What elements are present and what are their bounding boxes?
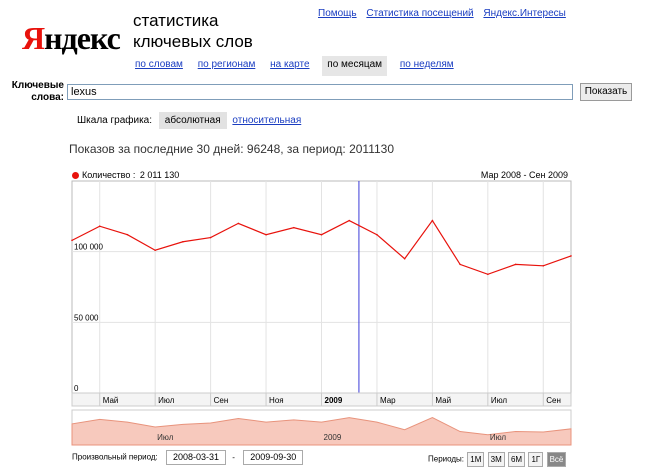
top-links: Помощь Статистика посещений Яндекс.Интер… bbox=[318, 8, 573, 19]
data-point bbox=[459, 263, 461, 266]
data-point bbox=[431, 219, 434, 222]
scale-absolute-option[interactable]: абсолютная bbox=[158, 112, 227, 129]
y-tick-label: 50 000 bbox=[74, 313, 99, 322]
data-point bbox=[182, 240, 184, 243]
y-tick-label: 100 000 bbox=[74, 243, 103, 252]
period-6m-button[interactable]: 6М bbox=[507, 452, 526, 467]
chart-scale-selector: Шкала графика: абсолютная относительная bbox=[77, 112, 301, 129]
overview-label: Июл bbox=[157, 433, 174, 442]
data-point bbox=[514, 263, 517, 266]
logo-rest: ндекс bbox=[44, 20, 121, 56]
tab-by-words[interactable]: по словам bbox=[135, 59, 183, 70]
data-point bbox=[98, 225, 101, 228]
custom-period: Произвольный период: 2008-03-31 - 2009-0… bbox=[72, 450, 304, 465]
scale-relative-option[interactable]: относительная bbox=[232, 115, 302, 126]
data-point bbox=[403, 257, 406, 260]
keywords-label: Ключевые слова: bbox=[8, 80, 64, 104]
legend-marker bbox=[72, 172, 79, 180]
x-tick-label: Май bbox=[103, 396, 119, 405]
data-point bbox=[542, 265, 545, 267]
data-point bbox=[376, 233, 378, 236]
data-point bbox=[292, 226, 295, 229]
service-title: статистика ключевых слов bbox=[133, 10, 253, 52]
logo-first-letter: Я bbox=[22, 20, 45, 56]
keywords-label-line2: слова: bbox=[31, 92, 64, 103]
x-tick-label: Сен bbox=[546, 396, 561, 405]
period-1m-button[interactable]: 1М bbox=[467, 452, 485, 467]
service-title-line2: ключевых слов bbox=[133, 32, 253, 51]
data-point bbox=[320, 233, 323, 236]
tab-by-weeks[interactable]: по неделям bbox=[399, 59, 454, 70]
periods-label: Периоды: bbox=[428, 454, 465, 464]
x-tick-label: Мар bbox=[380, 396, 396, 405]
period-from-input[interactable]: 2008-03-31 bbox=[166, 450, 227, 465]
y-tick-label: 0 bbox=[74, 384, 79, 393]
site-stats-link[interactable]: Статистика посещений bbox=[366, 8, 474, 19]
tab-by-months[interactable]: по месяцам bbox=[322, 56, 388, 76]
data-point bbox=[154, 249, 156, 252]
report-tabs: по словам по регионам на карте по месяца… bbox=[133, 56, 464, 76]
x-tick-label: Июл bbox=[491, 396, 508, 405]
service-title-line1: статистика bbox=[133, 11, 219, 30]
yandex-logo[interactable]: Яндекс bbox=[22, 18, 122, 58]
custom-period-label: Произвольный период: bbox=[72, 452, 158, 462]
data-point bbox=[126, 233, 129, 236]
impressions-summary: Показов за последние 30 дней: 96248, за … bbox=[69, 142, 395, 156]
period-dash: - bbox=[232, 452, 235, 462]
yandex-interests-link[interactable]: Яндекс.Интересы bbox=[483, 8, 566, 19]
x-tick-label: Май bbox=[435, 396, 451, 405]
chart-legend: Количество : 2 011 130 bbox=[72, 170, 179, 180]
x-tick-label: Сен bbox=[214, 396, 229, 405]
period-3m-button[interactable]: 3М bbox=[487, 452, 505, 467]
keywords-input[interactable]: lexus bbox=[67, 84, 573, 100]
data-point bbox=[487, 273, 489, 276]
legend-series-value: 2 011 130 bbox=[139, 170, 180, 180]
data-point bbox=[237, 222, 240, 225]
scale-label: Шкала графика: bbox=[77, 115, 153, 126]
overview-label: 2009 bbox=[324, 433, 342, 442]
overview-area bbox=[71, 417, 572, 446]
tab-on-map[interactable]: на карте bbox=[270, 59, 310, 70]
data-point bbox=[348, 219, 351, 222]
keywords-label-line1: Ключевые bbox=[11, 80, 64, 91]
chart-date-range: Мар 2008 - Сен 2009 bbox=[480, 170, 568, 180]
overview-label: Июл bbox=[490, 433, 507, 442]
data-point bbox=[570, 255, 572, 257]
legend-series-name: Количество bbox=[82, 170, 131, 180]
x-tick-label: 2009 bbox=[325, 396, 343, 405]
help-link[interactable]: Помощь bbox=[318, 8, 357, 19]
period-to-input[interactable]: 2009-09-30 bbox=[243, 450, 304, 465]
data-point bbox=[71, 239, 73, 242]
data-point bbox=[265, 233, 267, 236]
show-button[interactable]: Показать bbox=[580, 83, 632, 101]
period-presets: Периоды: 1М 3М 6М 1Г Всё bbox=[428, 452, 567, 467]
x-tick-label: Ноя bbox=[269, 396, 284, 405]
x-tick-label: Июл bbox=[158, 396, 175, 405]
period-1y-button[interactable]: 1Г bbox=[528, 452, 544, 467]
data-point bbox=[209, 236, 212, 239]
tab-by-regions[interactable]: по регионам bbox=[197, 59, 256, 70]
period-all-button[interactable]: Всё bbox=[546, 452, 567, 467]
